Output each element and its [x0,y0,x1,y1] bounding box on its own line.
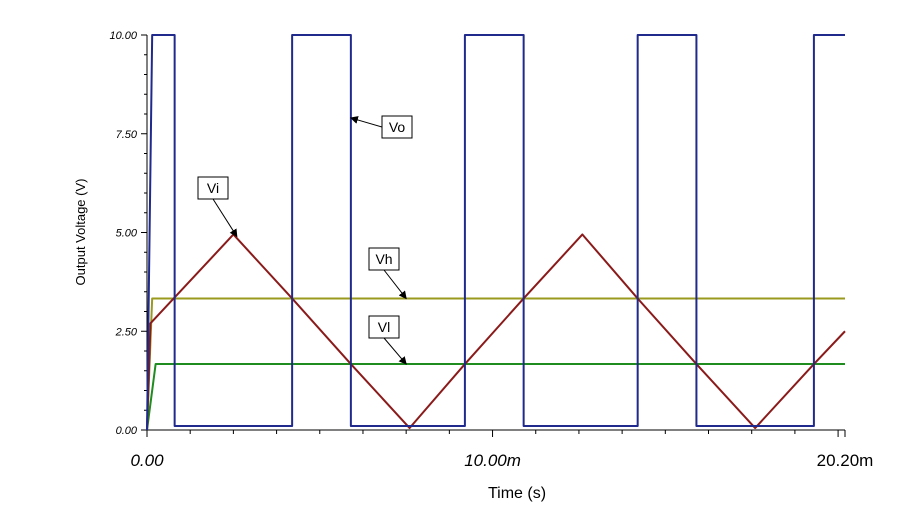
y-axis-label: Output Voltage (V) [73,179,88,286]
annotation-label-vo: Vo [389,119,406,135]
annotation-box-vl [368,315,400,339]
annotation-label-vi: Vi [207,180,219,196]
annotation-label-vh: Vh [375,251,392,267]
annotation-box-vh [368,247,400,271]
series-line-vl [146,363,845,431]
minor-ticks [141,34,846,437]
x-axis-label: Time (s) [488,485,546,502]
annotation-arrow-vo [349,116,383,128]
annotation-label-vl: Vl [378,319,390,335]
y-tick-labels: 0.00 2.50 5.00 7.50 10.00 [109,30,137,437]
annotation-arrow-vl [383,337,407,365]
x-tick-labels: 0.00 10.00m 20.20m [130,451,873,470]
x-tick-label: 10.00m [464,451,521,470]
y-tick-label: 10.00 [109,30,137,42]
annotation-box-vo [381,115,413,139]
x-tick-label: 20.20m [817,451,874,470]
y-tick-label: 2.50 [115,326,138,338]
y-tick-label: 7.50 [116,129,138,141]
x-tick-label: 0.00 [130,451,164,470]
y-tick-label: 5.00 [116,228,138,240]
axes [146,35,845,431]
series-line-vo [146,34,845,431]
annotation-arrow-vh [383,269,407,300]
series-group [146,34,846,431]
annotation-group: Vo Vi Vh Vl [197,115,413,365]
y-tick-label: 0.00 [116,425,138,437]
annotation-arrow-vi [212,198,238,238]
series-line-vi [146,233,846,431]
annotation-box-vi [197,176,229,200]
